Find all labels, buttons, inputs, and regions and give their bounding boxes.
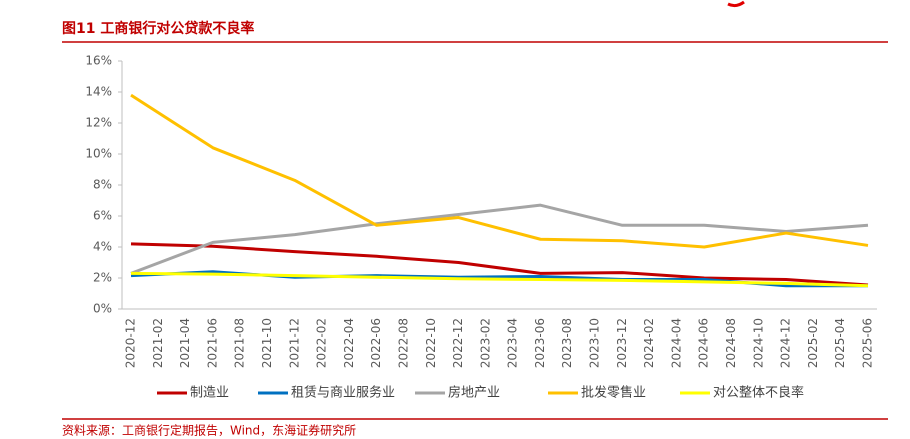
x-tick-label: 2021-12 — [287, 318, 301, 368]
x-tick-label: 2021-06 — [205, 318, 219, 368]
x-tick-label: 2021-08 — [233, 318, 247, 368]
x-tick-label: 2021-10 — [260, 318, 274, 368]
x-tick-label: 2023-10 — [588, 318, 602, 368]
x-tick-label: 2023-02 — [478, 318, 492, 368]
y-tick-label: 4% — [93, 240, 112, 254]
y-tick-label: 2% — [93, 271, 112, 285]
x-tick-label: 2020-12 — [124, 318, 138, 368]
x-tick-label: 2024-10 — [751, 318, 765, 368]
x-tick-label: 2022-12 — [451, 318, 465, 368]
legend-label: 租赁与商业服务业 — [291, 385, 395, 401]
x-tick-label: 2024-08 — [724, 318, 738, 368]
x-tick-label: 2025-02 — [806, 318, 820, 368]
y-tick-label: 0% — [93, 302, 112, 316]
y-tick-label: 14% — [85, 85, 112, 99]
x-tick-label: 2023-04 — [506, 318, 520, 368]
x-tick-label: 2025-04 — [833, 318, 847, 368]
legend-label: 制造业 — [190, 386, 229, 401]
x-tick-label: 2023-08 — [560, 318, 574, 368]
x-tick-label: 2022-06 — [369, 318, 383, 368]
series-line — [130, 203, 869, 275]
y-tick-label: 6% — [93, 209, 112, 223]
x-tick-label: 2022-10 — [424, 318, 438, 368]
x-tick-label: 2025-06 — [861, 318, 875, 368]
legend-label: 批发零售业 — [581, 385, 646, 401]
source: 资料来源：工商银行定期报告，Wind，东海证券研究所 — [62, 423, 356, 438]
chart-title: 图11 工商银行对公贷款不良率 — [62, 20, 254, 37]
x-tick-label: 2024-04 — [669, 318, 683, 368]
legend-label: 对公整体不良率 — [713, 385, 804, 401]
x-tick-label: 2024-12 — [779, 318, 793, 368]
x-tick-label: 2022-04 — [342, 318, 356, 368]
series-line — [130, 271, 869, 288]
x-tick-label: 2023-06 — [533, 318, 547, 368]
x-tick-label: 2023-12 — [615, 318, 629, 368]
series-line — [130, 93, 869, 249]
y-tick-label: 12% — [85, 116, 112, 130]
series-line — [130, 242, 869, 287]
x-tick-label: 2021-02 — [151, 318, 165, 368]
x-tick-label: 2022-08 — [396, 318, 410, 368]
x-tick-label: 2024-06 — [697, 318, 711, 368]
y-tick-label: 8% — [93, 178, 112, 192]
logo-fragment — [727, 0, 745, 8]
x-tick-label: 2022-02 — [315, 318, 329, 368]
x-tick-label: 2024-02 — [642, 318, 656, 368]
y-tick-label: 10% — [85, 147, 112, 161]
legend-label: 房地产业 — [448, 385, 500, 401]
x-tick-label: 2021-04 — [178, 318, 192, 368]
y-tick-label: 16% — [85, 54, 112, 68]
